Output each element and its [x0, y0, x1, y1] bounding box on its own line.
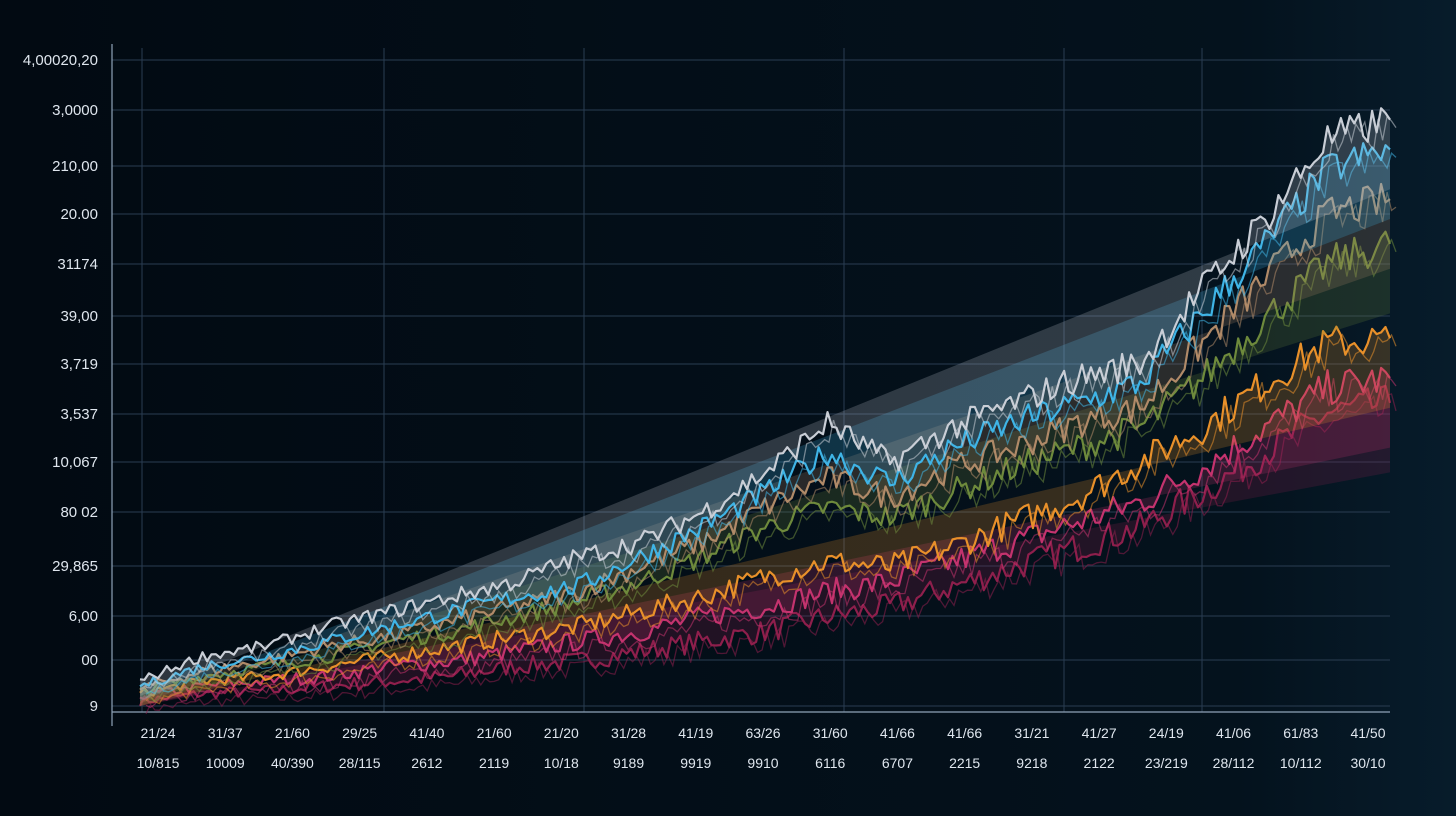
y-tick-label: 10,067 [52, 454, 98, 471]
x-tick-label: 21/60 [477, 725, 512, 741]
y-tick-label: 3,0000 [52, 102, 98, 119]
x-tick-label-secondary: 9189 [613, 755, 644, 771]
x-tick-label-secondary: 9919 [680, 755, 711, 771]
y-tick-label: 210,00 [52, 158, 98, 175]
y-tick-label: 29,865 [52, 558, 98, 575]
series-shadow-magenta [145, 374, 1397, 709]
x-tick-label-secondary: 23/219 [1145, 755, 1188, 771]
series-line-cyan [139, 142, 1391, 688]
y-tick-label: 80 02 [60, 504, 98, 521]
series-group [139, 107, 1397, 715]
x-tick-label-secondary: 6116 [815, 755, 845, 771]
series-shadow-bronze [145, 191, 1397, 699]
x-tick-label-secondary: 28/115 [339, 755, 381, 771]
x-tick-label-secondary: 30/10 [1350, 755, 1385, 771]
y-tick-label: 6,00 [69, 608, 98, 625]
x-tick-label-secondary: 40/390 [271, 755, 314, 771]
x-tick-label: 29/25 [342, 725, 377, 741]
x-tick-label: 41/19 [678, 725, 713, 741]
x-tick-label: 31/37 [208, 725, 243, 741]
x-tick-label-secondary: 2215 [949, 755, 980, 771]
x-tick-label-secondary: 9218 [1016, 755, 1047, 771]
x-tick-label: 31/60 [813, 725, 848, 741]
y-tick-label: 39,00 [60, 308, 98, 325]
series-shadow-orange [145, 333, 1397, 705]
y-tick-label: 9 [90, 698, 98, 715]
x-tick-label: 31/21 [1014, 725, 1049, 741]
x-tick-label: 21/24 [140, 725, 175, 741]
series-line-crimson [139, 384, 1392, 707]
x-tick-label-secondary: 9910 [747, 755, 778, 771]
x-tick-label: 41/27 [1082, 725, 1117, 741]
series-line-green [139, 230, 1392, 695]
x-tick-label: 63/26 [745, 725, 780, 741]
x-tick-label: 31/28 [611, 725, 646, 741]
series-shadow-crimson [145, 393, 1397, 715]
series-line-silver [139, 107, 1391, 681]
y-tick-label: 4,00020,20 [23, 52, 98, 69]
x-tick-label-secondary: 10009 [206, 755, 245, 771]
x-tick-label: 41/50 [1350, 725, 1385, 741]
x-tick-label: 41/40 [409, 725, 444, 741]
x-tick-label: 21/60 [275, 725, 310, 741]
x-tick-label-secondary: 10/112 [1280, 755, 1322, 771]
series-line-magenta [139, 366, 1391, 701]
x-tick-labels: 21/24 31/37 21/60 29/25 41/40 21/60 21/20 31/28… [137, 725, 1386, 771]
x-tick-label-secondary: 6707 [882, 755, 913, 771]
x-tick-label-secondary: 28/112 [1213, 755, 1255, 771]
x-tick-label: 41/06 [1216, 725, 1251, 741]
x-tick-label-secondary: 10/815 [137, 755, 180, 771]
x-tick-label: 61/83 [1283, 725, 1318, 741]
x-tick-label-secondary: 2612 [411, 755, 442, 771]
series-shadow-cyan [145, 148, 1397, 695]
series-line-orange [139, 325, 1392, 697]
y-tick-labels: 4,00020,20 3,0000 210,00 20.00 31174 39,00 3,7… [23, 52, 98, 715]
x-tick-label: 41/66 [880, 725, 915, 741]
x-tick-label-secondary: 10/18 [544, 755, 579, 771]
y-tick-label: 20.00 [60, 206, 98, 223]
y-tick-label: 31174 [57, 256, 98, 273]
x-tick-label-secondary: 2119 [479, 755, 509, 771]
x-tick-label-secondary: 2122 [1084, 755, 1115, 771]
grid [112, 48, 1390, 712]
y-tick-label: 00 [81, 652, 98, 669]
x-tick-label: 24/19 [1149, 725, 1184, 741]
series-shadow-green [145, 238, 1397, 703]
y-tick-label: 3,537 [60, 406, 98, 423]
series-shadow-silver [145, 114, 1397, 689]
x-tick-label: 41/66 [947, 725, 982, 741]
x-tick-label: 21/20 [544, 725, 579, 741]
y-tick-label: 3,719 [60, 356, 98, 373]
